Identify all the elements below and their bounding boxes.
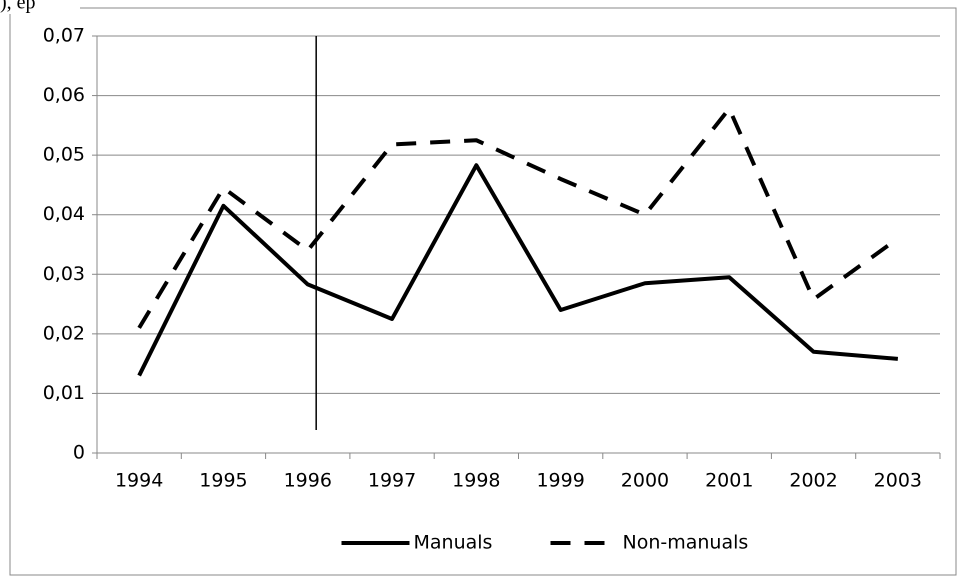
- caption-fragment: ), ep: [0, 0, 36, 14]
- y-tick-label: 0,03: [43, 263, 85, 285]
- y-tick-label: 0,05: [43, 144, 85, 166]
- y-tick-label: 0,07: [43, 25, 85, 47]
- y-tick-label: 0,01: [43, 382, 85, 404]
- x-tick-label: 1997: [368, 470, 416, 492]
- frame-cut: [0, 0, 80, 14]
- legend-label: Manuals: [414, 532, 493, 554]
- chart-frame: [9, 7, 957, 576]
- x-tick-label: 2002: [789, 470, 837, 492]
- series-line: [137, 106, 900, 329]
- x-tick-label: 2003: [874, 470, 922, 492]
- x-tick-label: 2001: [705, 470, 753, 492]
- x-tick-label: 1996: [284, 470, 332, 492]
- x-tick-label: 1998: [452, 470, 500, 492]
- y-tick-label: 0: [73, 442, 85, 464]
- x-tick-label: 1999: [536, 470, 584, 492]
- y-tick-label: 0,04: [43, 203, 85, 225]
- x-tick-label: 1995: [199, 470, 247, 492]
- series-line: [137, 163, 899, 377]
- y-tick-label: 0,06: [43, 84, 85, 106]
- x-tick-label: 1994: [115, 470, 163, 492]
- x-tick-label: 2000: [621, 470, 669, 492]
- y-tick-label: 0,02: [43, 322, 85, 344]
- legend-label: Non-manuals: [623, 532, 749, 554]
